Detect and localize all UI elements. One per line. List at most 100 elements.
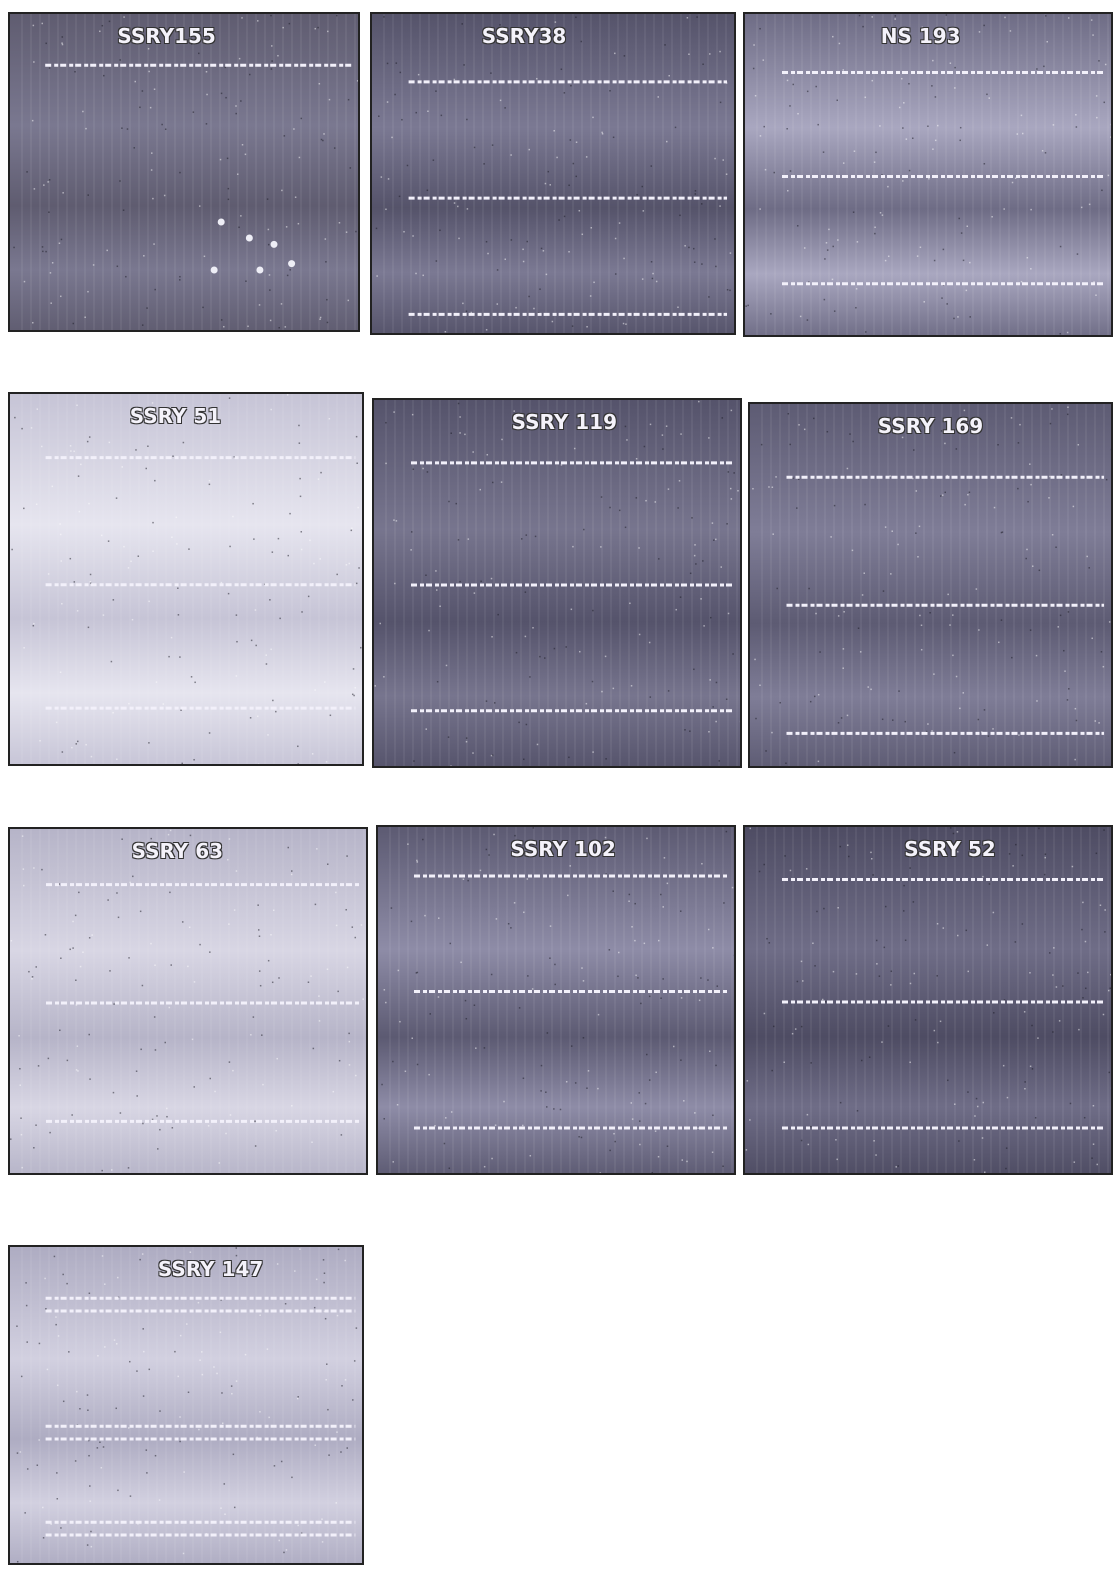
- noise-speck: [843, 162, 845, 164]
- noise-speck: [112, 712, 114, 714]
- noise-speck: [833, 971, 835, 973]
- noise-speck: [694, 544, 696, 546]
- noise-speck: [45, 43, 47, 45]
- gel-image: [745, 14, 1113, 337]
- noise-speck: [327, 863, 329, 865]
- noise-speck: [694, 1112, 696, 1114]
- noise-speck: [138, 555, 140, 557]
- noise-speck: [618, 952, 620, 954]
- noise-speck: [476, 1173, 478, 1175]
- noise-speck: [613, 1133, 615, 1135]
- noise-speck: [148, 601, 150, 603]
- noise-speck: [89, 937, 91, 939]
- noise-speck: [1004, 17, 1006, 19]
- noise-speck: [474, 592, 476, 594]
- noise-speck: [274, 1465, 276, 1467]
- noise-speck: [178, 614, 180, 616]
- noise-speck: [480, 581, 482, 583]
- noise-speck: [267, 198, 269, 200]
- noise-speck: [388, 178, 390, 180]
- noise-speck: [313, 1048, 315, 1050]
- noise-speck: [634, 903, 636, 905]
- noise-speck: [84, 317, 86, 319]
- noise-speck: [1049, 952, 1051, 954]
- noise-speck: [899, 107, 901, 109]
- noise-speck: [345, 909, 347, 911]
- noise-speck: [581, 1137, 583, 1139]
- noise-speck: [974, 1115, 976, 1117]
- noise-speck: [732, 653, 734, 655]
- noise-speck: [882, 719, 884, 721]
- noise-speck: [121, 466, 123, 468]
- noise-speck: [848, 856, 850, 858]
- noise-speck: [299, 157, 301, 159]
- noise-speck: [89, 1293, 91, 1295]
- noise-speck: [727, 289, 729, 291]
- noise-speck: [719, 205, 721, 207]
- noise-speck: [956, 448, 958, 450]
- noise-speck: [919, 615, 921, 617]
- noise-speck: [870, 852, 872, 854]
- noise-speck: [308, 596, 310, 598]
- noise-speck: [229, 546, 231, 548]
- noise-speck: [459, 432, 461, 434]
- noise-speck: [920, 1174, 922, 1175]
- noise-speck: [952, 655, 954, 657]
- noise-speck: [465, 1000, 467, 1002]
- noise-speck: [220, 1507, 222, 1509]
- noise-speck: [1038, 828, 1040, 830]
- noise-speck: [880, 212, 882, 214]
- noise-speck: [760, 135, 762, 137]
- noise-speck: [834, 310, 836, 312]
- noise-speck: [872, 80, 874, 82]
- noise-speck: [1068, 611, 1070, 613]
- noise-speck: [101, 1467, 103, 1469]
- noise-speck: [688, 247, 690, 249]
- noise-speck: [334, 147, 336, 149]
- noise-speck: [713, 539, 715, 541]
- noise-speck: [1022, 855, 1024, 857]
- noise-speck: [121, 838, 123, 840]
- noise-speck: [808, 588, 810, 590]
- noise-speck: [236, 614, 238, 616]
- noise-speck: [219, 1162, 221, 1164]
- noise-speck: [1030, 1066, 1032, 1068]
- noise-speck: [88, 1034, 90, 1036]
- noise-speck: [691, 517, 693, 519]
- noise-speck: [693, 248, 695, 250]
- noise-speck: [31, 978, 32, 980]
- noise-speck: [505, 259, 507, 261]
- noise-speck: [117, 1277, 119, 1279]
- noise-speck: [62, 1274, 64, 1276]
- noise-speck: [1095, 720, 1097, 722]
- noise-speck: [348, 300, 350, 302]
- noise-speck: [597, 1088, 599, 1090]
- noise-speck: [523, 759, 525, 761]
- noise-speck: [23, 868, 25, 870]
- noise-speck: [976, 1098, 978, 1100]
- noise-speck: [1068, 688, 1070, 690]
- noise-speck: [668, 690, 670, 692]
- noise-speck: [511, 239, 513, 241]
- noise-speck: [70, 558, 72, 560]
- noise-speck: [593, 282, 595, 284]
- noise-speck: [318, 478, 320, 480]
- noise-speck: [503, 1101, 505, 1103]
- noise-speck: [33, 625, 35, 627]
- noise-speck: [892, 719, 894, 721]
- noise-speck: [301, 118, 303, 120]
- noise-speck: [843, 611, 845, 613]
- noise-speck: [220, 1332, 222, 1334]
- noise-speck: [619, 222, 621, 224]
- marker-label: SSRY155: [117, 24, 215, 48]
- noise-speck: [722, 417, 724, 419]
- noise-speck: [978, 719, 980, 721]
- noise-speck: [885, 526, 887, 528]
- noise-speck: [270, 15, 272, 16]
- noise-speck: [979, 31, 981, 33]
- noise-speck: [284, 135, 286, 137]
- noise-speck: [407, 165, 409, 167]
- noise-speck: [293, 128, 295, 130]
- noise-speck: [1110, 974, 1112, 976]
- noise-speck: [262, 1084, 264, 1086]
